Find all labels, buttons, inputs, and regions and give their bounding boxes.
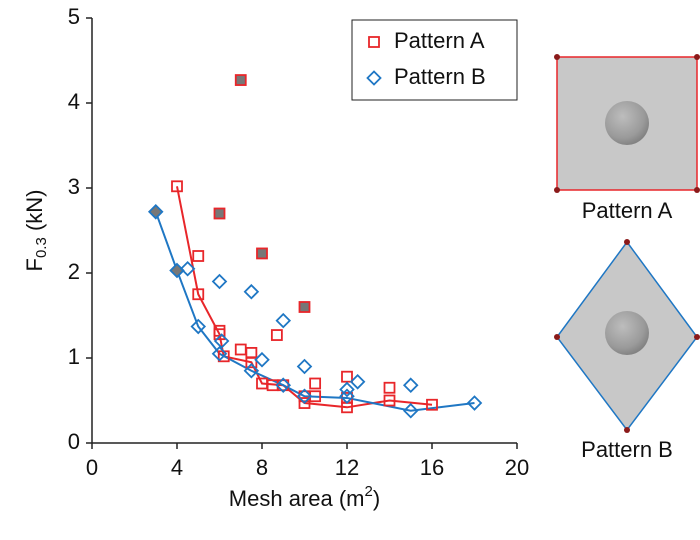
- x-tick-label: 20: [505, 455, 529, 480]
- marker: [234, 74, 247, 86]
- legend-label: Pattern A: [394, 28, 485, 53]
- label-part: 2: [365, 483, 373, 500]
- label-part: F: [22, 258, 47, 271]
- marker: [275, 312, 292, 329]
- marker: [179, 260, 196, 277]
- marker: [341, 370, 353, 383]
- y-tick-label: 5: [68, 4, 80, 29]
- marker: [277, 379, 290, 392]
- panel-label: Pattern A: [582, 198, 673, 223]
- marker: [211, 273, 228, 290]
- y-tick-label: 2: [68, 259, 80, 284]
- marker: [298, 301, 311, 313]
- marker: [192, 250, 205, 262]
- marker: [169, 262, 185, 279]
- label-part: (kN): [22, 190, 47, 238]
- marker: [213, 328, 226, 341]
- marker: [275, 377, 292, 393]
- label-part: Mesh area (m: [229, 486, 365, 511]
- fit-line: [154, 211, 475, 412]
- pattern-a-diagram: [554, 54, 700, 193]
- x-tick-label: 12: [335, 455, 359, 480]
- marker: [349, 374, 366, 390]
- marker: [296, 388, 313, 405]
- x-axis-label: Mesh area (m2): [229, 483, 380, 511]
- marker: [213, 333, 230, 349]
- x-tick-label: 8: [256, 455, 268, 480]
- fit-line: [176, 186, 433, 409]
- legend-label: Pattern B: [394, 64, 486, 89]
- marker: [243, 362, 260, 379]
- marker: [243, 283, 260, 300]
- marker: [339, 381, 355, 398]
- marker: [339, 388, 355, 405]
- marker: [254, 351, 270, 368]
- label-part: 0.3: [33, 237, 50, 258]
- panel-label: Pattern B: [581, 437, 673, 462]
- y-tick-label: 1: [68, 344, 80, 369]
- y-tick-label: 0: [68, 429, 80, 454]
- marker: [147, 204, 164, 220]
- y-axis-label: F0.3 (kN): [22, 190, 50, 272]
- legend-box: [351, 19, 518, 101]
- marker: [190, 318, 207, 335]
- marker: [213, 207, 226, 220]
- marker: [211, 345, 228, 362]
- x-tick-label: 0: [86, 455, 98, 480]
- y-tick-label: 3: [68, 174, 80, 199]
- legend-marker: [366, 70, 382, 86]
- y-tick-label: 4: [68, 89, 80, 114]
- pattern-b-diagram: [554, 239, 700, 433]
- marker: [256, 247, 268, 260]
- marker: [309, 377, 322, 390]
- label-part: ): [373, 486, 380, 511]
- marker: [234, 343, 247, 356]
- marker: [192, 288, 205, 301]
- marker: [270, 329, 283, 341]
- marker: [245, 356, 258, 369]
- marker: [402, 377, 419, 393]
- marker: [296, 358, 313, 375]
- marker: [402, 402, 419, 419]
- marker: [298, 397, 311, 409]
- legend-marker: [368, 36, 380, 48]
- marker: [383, 394, 396, 407]
- marker: [383, 381, 396, 394]
- marker: [171, 180, 183, 193]
- x-tick-label: 16: [420, 455, 444, 480]
- marker: [466, 395, 483, 411]
- marker: [426, 398, 438, 411]
- x-tick-label: 4: [171, 455, 183, 480]
